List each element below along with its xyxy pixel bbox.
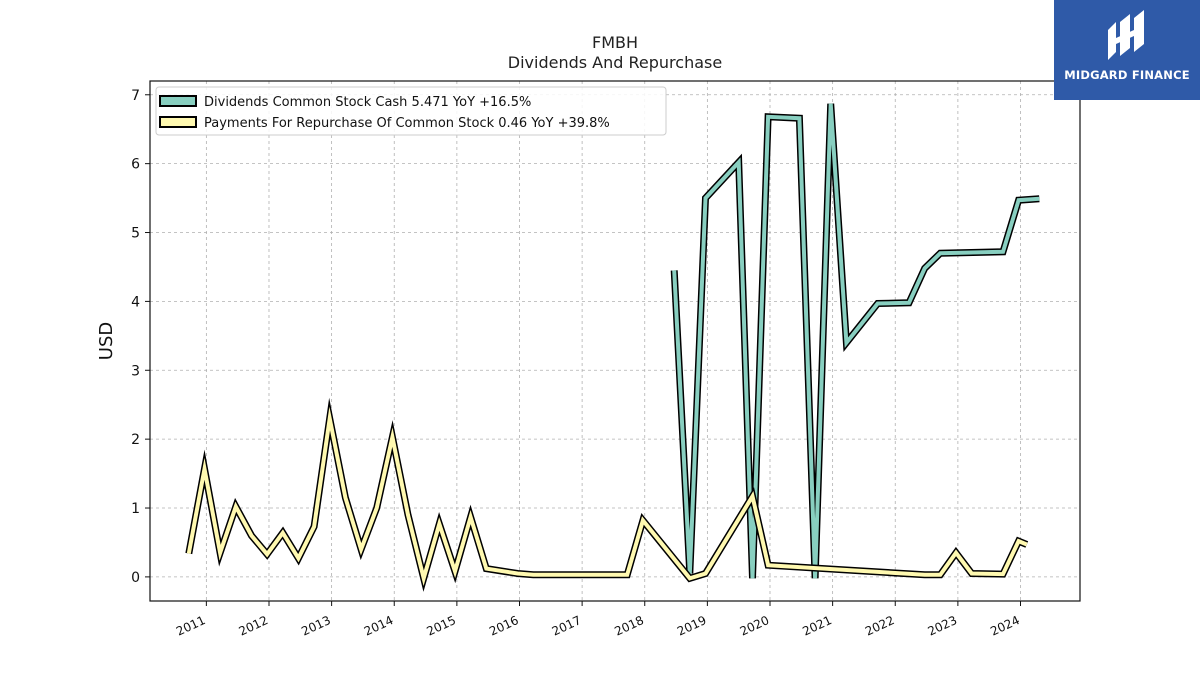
grid (150, 81, 1080, 601)
legend-label: Dividends Common Stock Cash 5.471 YoY +1… (204, 95, 531, 110)
x-axis: 2011 2012 2013 2014 2015 2016 2017 2018 2019 2020… (174, 601, 1022, 639)
series-line-outline (185, 397, 1029, 592)
y-axis: 0 1 2 3 4 5 6 7 (131, 88, 150, 586)
series-layer (185, 103, 1040, 592)
x-tick-label: 2015 (425, 613, 459, 639)
x-tick-label: 2013 (299, 613, 333, 639)
brand-mark-icon (1108, 10, 1144, 60)
x-tick-label: 2024 (988, 613, 1022, 639)
x-tick-label: 2016 (487, 613, 521, 639)
x-tick-label: 2012 (237, 613, 271, 639)
chart-title: FMBH (592, 33, 638, 52)
legend-label: Payments For Repurchase Of Common Stock … (204, 116, 610, 131)
series-line (186, 406, 1028, 587)
brand-logo: MIDGARD FINANCE (1054, 0, 1200, 100)
series-0 (670, 103, 1040, 579)
x-tick-label: 2017 (550, 613, 584, 639)
y-axis-label: USD (96, 322, 117, 360)
brand-name: MIDGARD FINANCE (1064, 68, 1190, 82)
plot-frame (149, 80, 1081, 602)
legend: Dividends Common Stock Cash 5.471 YoY +1… (155, 86, 667, 136)
x-tick-label: 2023 (926, 613, 960, 639)
legend-box (155, 86, 667, 136)
y-tick-label: 5 (131, 226, 140, 242)
legend-swatch (159, 116, 197, 128)
x-tick-label: 2011 (174, 613, 208, 639)
y-tick-label: 6 (131, 157, 140, 173)
y-tick-label: 2 (131, 432, 140, 448)
series-line (672, 103, 1040, 579)
chart-subtitle: Dividends And Repurchase (508, 53, 722, 72)
y-tick-label: 4 (131, 294, 140, 310)
x-tick-label: 2019 (675, 613, 709, 639)
x-tick-label: 2022 (863, 613, 897, 639)
y-tick-label: 3 (131, 363, 140, 379)
y-tick-label: 1 (131, 501, 140, 517)
x-tick-label: 2018 (612, 613, 646, 639)
x-tick-label: 2020 (738, 613, 772, 639)
x-tick-label: 2021 (800, 613, 834, 639)
x-tick-label: 2014 (362, 613, 396, 639)
legend-swatch (159, 95, 197, 107)
y-tick-label: 7 (131, 88, 140, 104)
y-tick-label: 0 (131, 570, 140, 586)
series-1 (185, 397, 1029, 592)
